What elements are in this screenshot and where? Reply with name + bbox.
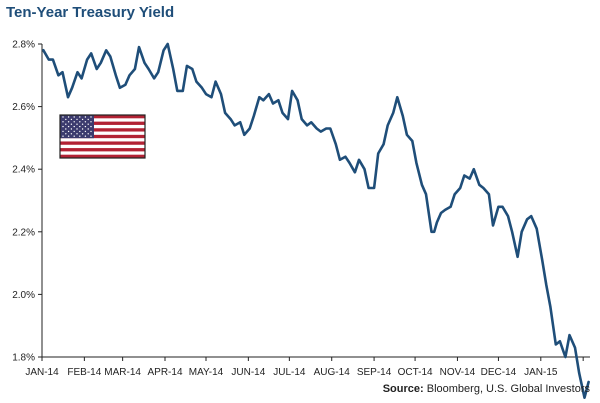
- x-tick-label: JUL-14: [273, 367, 306, 378]
- x-tick-label: SEP-14: [357, 367, 392, 378]
- y-tick-label: 1.8%: [12, 353, 35, 364]
- x-tick-label: FEB-14: [67, 367, 101, 378]
- source-text: Bloomberg, U.S. Global Investors: [426, 383, 590, 395]
- x-tick-label: AUG-14: [314, 367, 351, 378]
- x-tick-label: JAN-15: [524, 367, 558, 378]
- y-tick-label: 2.2%: [12, 227, 35, 238]
- us-flag-icon: [59, 114, 146, 159]
- chart-title: Ten-Year Treasury Yield: [6, 4, 175, 21]
- x-tick-label: MAY-14: [189, 367, 224, 378]
- x-tick-label: OCT-14: [398, 367, 433, 378]
- x-tick-label: JUN-14: [231, 367, 265, 378]
- x-tick-label: MAR-14: [104, 367, 141, 378]
- yield-series-line: [42, 42, 590, 399]
- x-tick-label: DEC-14: [481, 367, 517, 378]
- x-tick-label: APR-14: [147, 367, 182, 378]
- x-tick-label: JAN-14: [25, 367, 59, 378]
- y-tick-label: 2.0%: [12, 290, 35, 301]
- source-label: Source:: [382, 383, 424, 395]
- y-tick-label: 2.6%: [12, 102, 35, 113]
- x-tick-label: NOV-14: [440, 367, 476, 378]
- y-tick-label: 2.8%: [12, 40, 35, 51]
- source-note: Source: Bloomberg, U.S. Global Investors: [383, 383, 590, 395]
- y-tick-label: 2.4%: [12, 165, 35, 176]
